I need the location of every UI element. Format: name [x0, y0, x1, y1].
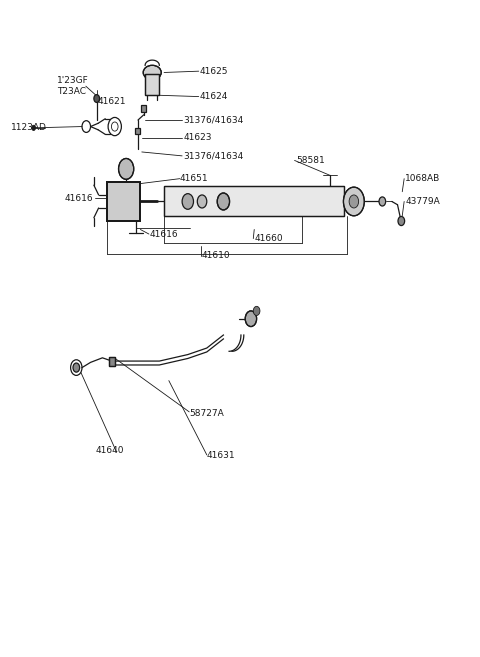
Circle shape — [245, 311, 257, 327]
Bar — [145, 74, 159, 95]
Text: 41621: 41621 — [97, 97, 126, 106]
Circle shape — [349, 195, 359, 208]
Text: 41610: 41610 — [202, 251, 231, 260]
Circle shape — [343, 187, 364, 215]
Bar — [107, 182, 140, 221]
Bar — [107, 182, 140, 221]
Circle shape — [197, 195, 207, 208]
Circle shape — [32, 125, 36, 131]
Circle shape — [253, 306, 260, 315]
Text: 31376/41634: 31376/41634 — [183, 116, 243, 125]
Circle shape — [182, 194, 193, 210]
Text: 41651: 41651 — [180, 174, 208, 183]
Text: 41616: 41616 — [150, 229, 179, 238]
Text: 1123AD: 1123AD — [12, 124, 47, 132]
Text: 58581: 58581 — [296, 156, 325, 165]
Bar — [109, 357, 115, 367]
Bar — [109, 357, 115, 367]
Circle shape — [119, 158, 134, 179]
Text: 41631: 41631 — [207, 451, 235, 460]
Text: 41624: 41624 — [200, 92, 228, 101]
Bar — [141, 105, 146, 112]
Text: 41625: 41625 — [200, 66, 228, 76]
Circle shape — [94, 95, 99, 102]
Circle shape — [73, 363, 80, 372]
Text: 41616: 41616 — [64, 194, 93, 203]
Text: 58727A: 58727A — [189, 409, 224, 418]
Circle shape — [217, 193, 229, 210]
Circle shape — [379, 197, 385, 206]
Text: 41660: 41660 — [254, 234, 283, 243]
Circle shape — [398, 216, 405, 225]
Text: 43779A: 43779A — [405, 197, 440, 206]
Bar — [135, 128, 140, 135]
Text: 31376/41634: 31376/41634 — [183, 151, 243, 160]
Bar — [145, 74, 159, 95]
Ellipse shape — [143, 65, 161, 79]
Text: 1068AB: 1068AB — [405, 174, 440, 183]
Text: 41640: 41640 — [96, 447, 124, 455]
Bar — [164, 187, 344, 216]
Text: 41623: 41623 — [183, 133, 212, 142]
Text: 1'23GF
T23AC: 1'23GF T23AC — [57, 76, 89, 96]
Bar — [164, 187, 344, 216]
